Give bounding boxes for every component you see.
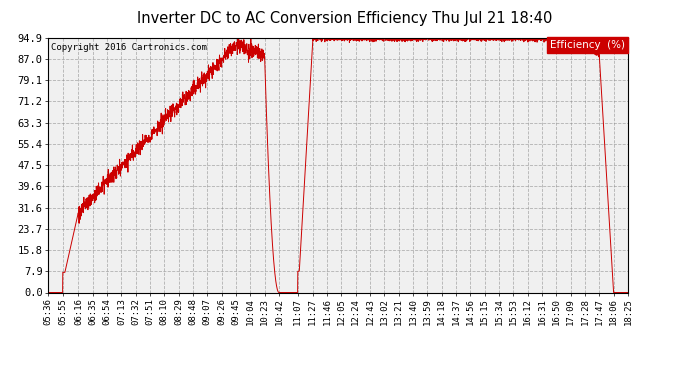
Text: Copyright 2016 Cartronics.com: Copyright 2016 Cartronics.com bbox=[51, 43, 207, 52]
Text: Inverter DC to AC Conversion Efficiency Thu Jul 21 18:40: Inverter DC to AC Conversion Efficiency … bbox=[137, 11, 553, 26]
Text: Efficiency  (%): Efficiency (%) bbox=[550, 40, 625, 50]
